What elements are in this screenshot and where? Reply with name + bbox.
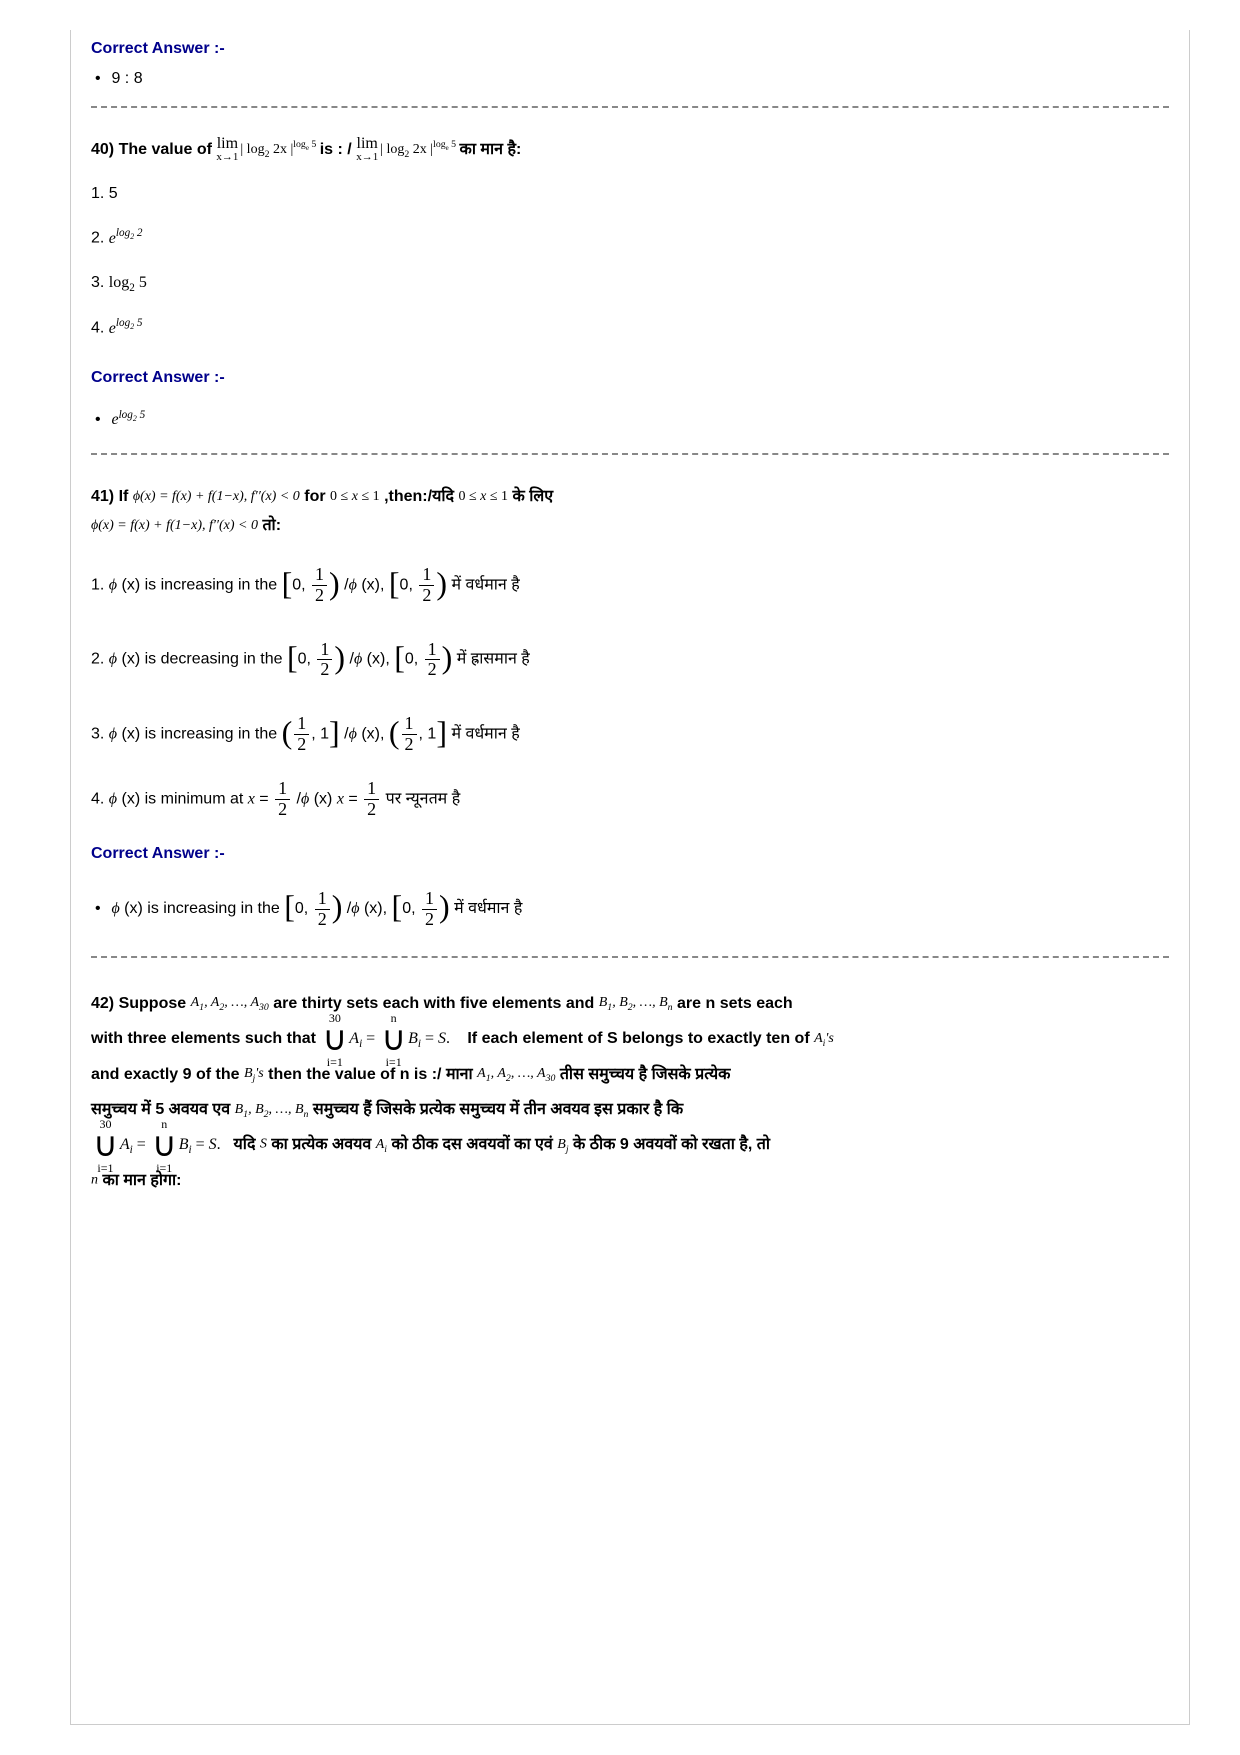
- question-41: 41) If ϕ(x) = f(x) + f(1−x), f′′(x) < 0 …: [91, 483, 1169, 938]
- q42-t13: को ठीक दस अवयवों का एवं: [391, 1136, 557, 1153]
- bullet-icon: •: [95, 70, 107, 88]
- q42-Ai: Ai: [376, 1137, 387, 1152]
- q41-answer-label: Correct Answer :-: [91, 840, 1169, 869]
- prev-answer-value: • 9 : 8: [91, 70, 1169, 88]
- q41-opt2: 2. ϕ (x) is decreasing in the [0, 12) /ϕ…: [91, 629, 1169, 690]
- question-40: 40) The value of limx→1| log2 2x |loge 5…: [91, 136, 1169, 435]
- q42-setsB2: B1, B2, …, Bn: [235, 1102, 309, 1117]
- bullet-icon: •: [95, 406, 107, 435]
- q41-then: ,then:/यदि: [384, 488, 458, 505]
- correct-answer-label: Correct Answer :-: [91, 40, 1169, 58]
- q42-t10: समुच्चय हैं जिसके प्रत्येक समुच्चय में त…: [313, 1101, 683, 1118]
- q40-prefix: The value of: [119, 141, 217, 158]
- bullet-icon: •: [95, 895, 107, 924]
- q41-cond2: ϕ(x) = f(x) + f(1−x), f′′(x) < 0: [91, 518, 258, 533]
- q42-t3: are n sets each: [677, 995, 793, 1012]
- q41-opt3: 3. ϕ (x) is increasing in the (12, 1] /ϕ…: [91, 704, 1169, 765]
- q41-suffix: के लिए: [512, 488, 553, 505]
- q41-range: 0 ≤ x ≤ 1: [330, 489, 380, 504]
- q41-for: for: [304, 488, 330, 505]
- answer-text: 9 : 8: [111, 70, 142, 87]
- q40-mid: is : /: [320, 141, 356, 158]
- page-frame: Correct Answer :- • 9 : 8 40) The value …: [70, 30, 1190, 1725]
- q41-answer: • ϕ (x) is increasing in the [0, 12) /ϕ …: [91, 880, 1169, 938]
- q42-setsA2: A1, A2, …, A30: [477, 1066, 555, 1081]
- q42-t2: are thirty sets each with five elements …: [273, 995, 598, 1012]
- q40-expr2: limx→1| log2 2x |loge 5: [356, 142, 459, 157]
- q42-t12: का प्रत्येक अवयव: [271, 1136, 375, 1153]
- q41-number: 41): [91, 488, 114, 505]
- section-divider: [91, 453, 1169, 455]
- q40-opt4: 4. elog2 5: [91, 313, 1169, 344]
- q40-expr: limx→1| log2 2x |loge 5: [216, 142, 319, 157]
- q40-suffix: का मान है:: [460, 141, 522, 158]
- section-divider: [91, 956, 1169, 958]
- q41-if: If: [119, 488, 129, 505]
- q42-setsA: A1, A2, …, A30: [191, 995, 269, 1010]
- q40-number: 40): [91, 141, 114, 158]
- q42-t5: If each element of S belongs to exactly …: [463, 1030, 814, 1047]
- q42-t4: with three elements such that: [91, 1030, 320, 1047]
- q42-union: 30∪i=1Ai = n∪i=1Bi = S.: [320, 1030, 454, 1047]
- q42-n: n: [91, 1173, 98, 1188]
- q42-t6: and exactly 9 of the: [91, 1066, 244, 1083]
- q40-opt3: 3. log2 5: [91, 268, 1169, 299]
- q41-options: 1. ϕ (x) is increasing in the [0, 12) /ϕ…: [91, 555, 1169, 820]
- q42-t14: के ठीक 9 अवयवों को रखता है, तो: [573, 1136, 770, 1153]
- q40-opt2: 2. elog2 2: [91, 223, 1169, 254]
- q42-t15: का मान होगा:: [102, 1172, 181, 1189]
- q41-opt1: 1. ϕ (x) is increasing in the [0, 12) /ϕ…: [91, 555, 1169, 616]
- q41-opt4: 4. ϕ (x) is minimum at x = 12 /ϕ (x) x =…: [91, 779, 1169, 820]
- question-42: 42) Suppose A1, A2, …, A30 are thirty se…: [91, 986, 1169, 1198]
- q40-options: 1. 5 2. elog2 2 3. log2 5 4. elog2 5: [91, 179, 1169, 344]
- q42-union2: 30∪i=1Ai = n∪i=1Bi = S.: [91, 1136, 225, 1153]
- q42-Bjs: Bj's: [244, 1066, 264, 1081]
- q42-t8: तीस समुच्चय है जिसके प्रत्येक: [560, 1066, 731, 1083]
- q42-t9: समुच्चय में 5 अवयव एव: [91, 1101, 235, 1118]
- q42-setsB: B1, B2, …, Bn: [599, 995, 673, 1010]
- q41-cond: ϕ(x) = f(x) + f(1−x), f′′(x) < 0: [133, 489, 300, 504]
- q42-t7: then the value of n is :/ माना: [268, 1066, 477, 1083]
- q41-suffix2: तो:: [262, 517, 281, 534]
- q40-answer: • elog2 5: [91, 405, 1169, 435]
- q42-Ais: Ai's: [814, 1031, 834, 1046]
- q42-S: S: [260, 1137, 267, 1152]
- q42-t1: Suppose: [119, 995, 191, 1012]
- q40-opt1: 1. 5: [91, 179, 1169, 209]
- q42-number: 42): [91, 995, 114, 1012]
- q41-range2: 0 ≤ x ≤ 1: [458, 489, 508, 504]
- section-divider: [91, 106, 1169, 108]
- q42-Bj: Bj: [557, 1137, 568, 1152]
- q42-t11: यदि: [234, 1136, 260, 1153]
- q40-answer-label: Correct Answer :-: [91, 364, 1169, 393]
